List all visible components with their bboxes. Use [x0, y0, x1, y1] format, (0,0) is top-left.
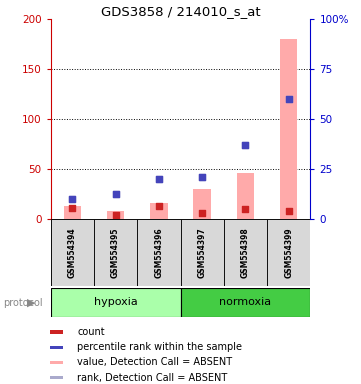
Title: GDS3858 / 214010_s_at: GDS3858 / 214010_s_at: [101, 5, 260, 18]
Bar: [237, 173, 254, 219]
Text: protocol: protocol: [4, 298, 43, 308]
Text: rank, Detection Call = ABSENT: rank, Detection Call = ABSENT: [78, 372, 228, 383]
Bar: [49, 361, 63, 364]
Bar: [49, 330, 63, 334]
Point: [243, 142, 248, 148]
Text: value, Detection Call = ABSENT: value, Detection Call = ABSENT: [78, 358, 232, 367]
Point: [156, 176, 162, 182]
Text: GSM554396: GSM554396: [155, 227, 163, 278]
Point: [243, 206, 248, 212]
Bar: [180, 219, 224, 286]
Point: [156, 203, 162, 209]
Bar: [49, 346, 63, 349]
Point: [113, 191, 118, 197]
Bar: [107, 211, 124, 219]
Point: [69, 205, 75, 211]
Point: [199, 210, 205, 216]
Text: GSM554397: GSM554397: [198, 227, 206, 278]
Point: [113, 212, 118, 218]
Point: [199, 174, 205, 180]
Text: normoxia: normoxia: [219, 297, 271, 308]
Bar: [51, 219, 94, 286]
Point: [113, 191, 118, 197]
Text: GSM554398: GSM554398: [241, 227, 250, 278]
Point: [69, 196, 75, 202]
Bar: [150, 203, 168, 219]
Bar: [64, 206, 81, 219]
Bar: [280, 39, 297, 219]
Bar: [267, 219, 310, 286]
Point: [243, 142, 248, 148]
Point: [286, 96, 292, 102]
Text: ▶: ▶: [27, 298, 36, 308]
Text: GSM554394: GSM554394: [68, 227, 77, 278]
Bar: [49, 376, 63, 379]
Bar: [193, 189, 211, 219]
Point: [156, 176, 162, 182]
Point: [199, 174, 205, 180]
Text: count: count: [78, 327, 105, 337]
Point: [286, 96, 292, 102]
Text: hypoxia: hypoxia: [93, 297, 138, 308]
Bar: [224, 219, 267, 286]
Point: [286, 208, 292, 214]
Point: [69, 196, 75, 202]
Bar: [180, 288, 310, 317]
Bar: [137, 219, 180, 286]
Bar: [94, 219, 137, 286]
Text: GSM554395: GSM554395: [111, 227, 120, 278]
Text: percentile rank within the sample: percentile rank within the sample: [78, 342, 243, 352]
Text: GSM554399: GSM554399: [284, 227, 293, 278]
Bar: [51, 288, 180, 317]
